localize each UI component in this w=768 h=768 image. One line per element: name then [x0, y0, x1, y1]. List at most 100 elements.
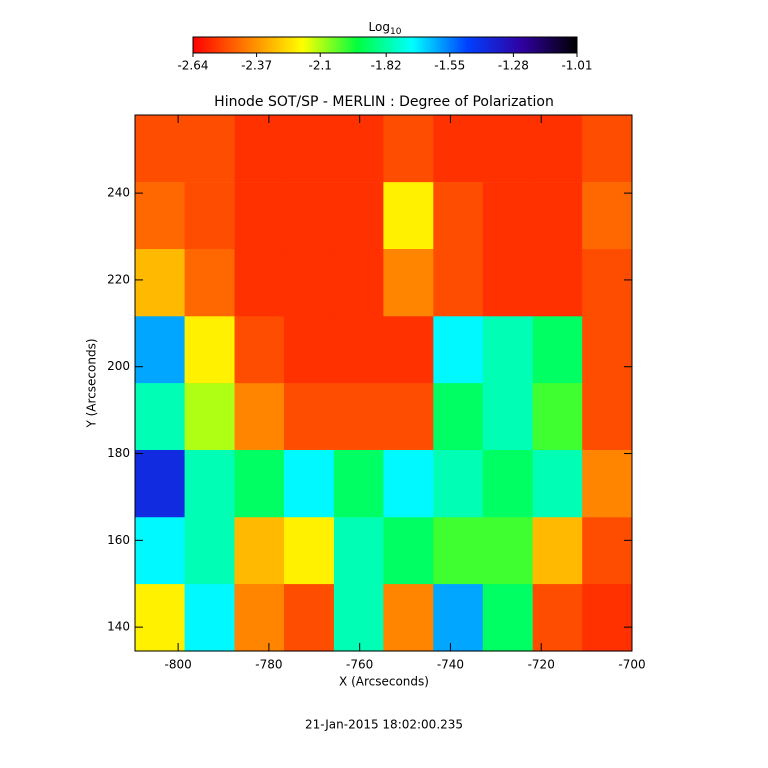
- heatmap-cell: [135, 449, 186, 518]
- heatmap-cell: [333, 517, 385, 585]
- heatmap-cell: [532, 383, 583, 451]
- colorbar-title-subscript: 10: [390, 27, 402, 37]
- heatmap-cell: [283, 517, 335, 585]
- heatmap-cell: [532, 517, 583, 585]
- y-tick-label: 240: [107, 186, 130, 200]
- heatmap-cell: [234, 584, 285, 652]
- chart-title: Hinode SOT/SP - MERLIN : Degree of Polar…: [214, 94, 554, 110]
- heatmap-cell: [234, 383, 285, 451]
- heatmap-cell: [433, 249, 484, 317]
- heatmap-cell: [532, 584, 583, 652]
- heatmap-cell: [283, 316, 335, 384]
- heatmap-cell: [234, 449, 285, 518]
- heatmap-cell: [184, 316, 235, 384]
- heatmap-cell: [482, 449, 533, 518]
- y-tick-label: 160: [107, 533, 130, 547]
- heatmap-cell: [582, 114, 633, 183]
- heatmap-cell: [582, 316, 633, 384]
- heatmap-cell: [433, 316, 484, 384]
- heatmap-cell: [433, 449, 484, 518]
- colorbar-tick-label: -1.55: [434, 59, 465, 73]
- x-tick-label: -780: [255, 658, 282, 672]
- heatmap-cell: [383, 249, 434, 317]
- heatmap-cell: [433, 383, 484, 451]
- heatmap-cell: [383, 584, 434, 652]
- heatmap-cell: [383, 383, 434, 451]
- heatmap-cell: [333, 249, 385, 317]
- heatmap-cell: [482, 584, 533, 652]
- heatmap-cell: [532, 449, 583, 518]
- x-tick-label: -720: [528, 658, 555, 672]
- y-axis-label: Y (Arcseconds): [85, 338, 99, 428]
- x-tick-label: -700: [618, 658, 645, 672]
- x-axis-label: X (Arcseconds): [339, 675, 429, 689]
- heatmap-cell: [283, 249, 335, 317]
- heatmap-cell: [532, 182, 583, 250]
- heatmap-cell: [383, 449, 434, 518]
- heatmap-cell: [135, 114, 186, 183]
- x-tick-label: -760: [346, 658, 373, 672]
- heatmap-cell: [333, 449, 385, 518]
- heatmap-cell: [532, 114, 583, 183]
- heatmap-cell: [582, 249, 633, 317]
- y-tick-label: 180: [107, 446, 130, 460]
- heatmap-cell: [135, 517, 186, 585]
- heatmap-cell: [482, 517, 533, 585]
- heatmap-cell: [433, 517, 484, 585]
- heatmap-cell: [184, 249, 235, 317]
- colorbar-tick-label: -2.37: [241, 59, 272, 73]
- heatmap-cell: [283, 584, 335, 652]
- heatmap-cell: [482, 316, 533, 384]
- heatmap-cell: [582, 449, 633, 518]
- heatmap-cell: [283, 182, 335, 250]
- y-tick-label: 220: [107, 272, 130, 286]
- colorbar-tick-label: -1.01: [561, 59, 592, 73]
- heatmap-cell: [582, 517, 633, 585]
- heatmap-cell: [482, 383, 533, 451]
- heatmap-cell: [135, 182, 186, 250]
- heatmap-cell: [532, 249, 583, 317]
- colorbar-tick-label: -1.28: [498, 59, 529, 73]
- y-tick-label: 140: [107, 620, 130, 634]
- y-tick-label: 200: [107, 359, 130, 373]
- heatmap-cell: [532, 316, 583, 384]
- heatmap-cell: [383, 316, 434, 384]
- heatmap-cell: [582, 584, 633, 652]
- heatmap-cell: [383, 182, 434, 250]
- heatmap-cell: [234, 517, 285, 585]
- heatmap-cell: [333, 316, 385, 384]
- colorbar: [192, 36, 578, 54]
- heatmap-cell: [482, 249, 533, 317]
- heatmap-cell: [135, 584, 186, 652]
- heatmap-cell: [234, 249, 285, 317]
- heatmap-cell: [283, 383, 335, 451]
- heatmap-cell: [184, 584, 235, 652]
- colorbar-tick-label: -2.1: [309, 59, 332, 73]
- heatmap-cell: [135, 316, 186, 384]
- heatmap-cell: [383, 114, 434, 183]
- heatmap-cell: [184, 114, 235, 183]
- heatmap-cell: [234, 182, 285, 250]
- heatmap-cell: [383, 517, 434, 585]
- heatmap-cell: [234, 114, 285, 183]
- heatmap-cell: [433, 114, 484, 183]
- heatmap-cell: [184, 182, 235, 250]
- heatmap-cell: [333, 114, 385, 183]
- heatmap-cell: [135, 383, 186, 451]
- colorbar-title: Log10: [369, 20, 402, 37]
- heatmap-cell: [283, 114, 335, 183]
- heatmap-cell: [135, 249, 186, 317]
- heatmap-cell: [184, 449, 235, 518]
- heatmap-cell: [433, 584, 484, 652]
- heatmap-cell: [333, 182, 385, 250]
- heatmap-cell: [482, 182, 533, 250]
- heatmap-cell: [234, 316, 285, 384]
- x-tick-label: -740: [437, 658, 464, 672]
- x-tick-label: -800: [165, 658, 192, 672]
- heatmap-cell: [333, 584, 385, 652]
- date-annotation: 21-Jan-2015 18:02:00.235: [305, 718, 463, 732]
- heatmap-cell: [582, 182, 633, 250]
- heatmap-cell: [283, 449, 335, 518]
- plot-frame: [134, 114, 633, 652]
